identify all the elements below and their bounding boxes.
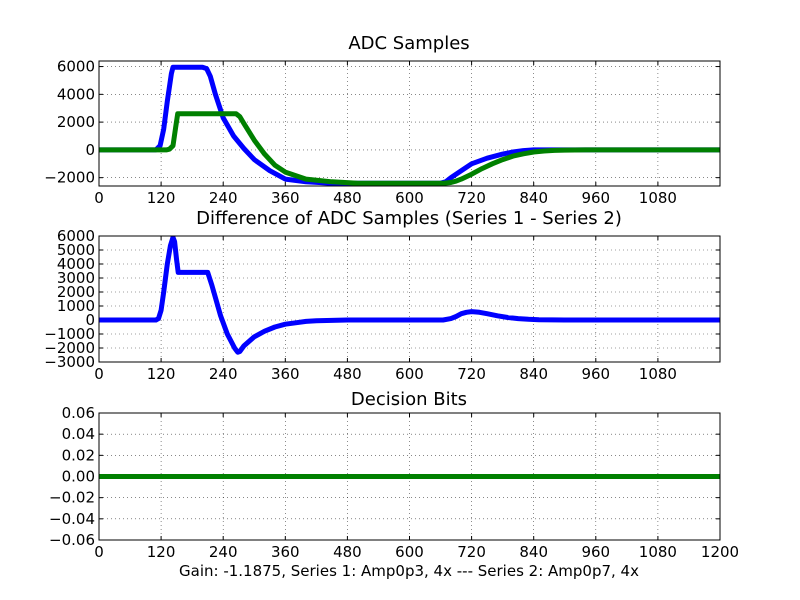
- difference-chart: Difference of ADC Samples (Series 1 - Se…: [44, 208, 721, 383]
- x-tick-label: 360: [271, 365, 300, 383]
- x-tick-label: 0: [94, 543, 104, 561]
- y-tick-label: 3000: [57, 269, 95, 287]
- series-line: [99, 64, 720, 186]
- y-tick-label: 0: [85, 141, 95, 159]
- plot-frame: [98, 60, 721, 187]
- series-line: [99, 236, 720, 355]
- x-tick-label: 840: [519, 365, 548, 383]
- x-tick-label: 360: [271, 543, 300, 561]
- x-tick-label: 600: [395, 189, 424, 207]
- chart-title: Decision Bits: [351, 389, 467, 410]
- x-tick-label: 360: [271, 189, 300, 207]
- x-tick-label: 960: [581, 189, 610, 207]
- y-tick-label: −1000: [44, 325, 95, 343]
- y-tick-label: 4000: [57, 255, 95, 273]
- plot-frame: [98, 235, 721, 363]
- y-tick-label: 0.02: [62, 446, 95, 464]
- x-tick-label: 240: [209, 189, 238, 207]
- y-tick-label: 4000: [57, 85, 95, 103]
- y-tick-label: −0.02: [49, 489, 95, 507]
- y-tick-label: 2000: [57, 283, 95, 301]
- x-tick-label: 1080: [639, 365, 677, 383]
- x-tick-label: 240: [209, 543, 238, 561]
- y-tick-label: −0.04: [49, 510, 95, 528]
- y-tick-label: −2000: [44, 339, 95, 357]
- x-tick-label: 1080: [639, 189, 677, 207]
- x-tick-label: 600: [395, 365, 424, 383]
- x-tick-label: 720: [457, 365, 486, 383]
- x-tick-label: 720: [457, 543, 486, 561]
- y-tick-label: −2000: [44, 169, 95, 187]
- x-tick-label: 720: [457, 189, 486, 207]
- y-tick-label: 0.04: [62, 425, 95, 443]
- y-tick-label: 0.06: [62, 404, 95, 422]
- plot-frame: [98, 412, 721, 541]
- y-tick-label: 6000: [57, 58, 95, 76]
- x-tick-label: 0: [94, 189, 104, 207]
- y-tick-label: 6000: [57, 227, 95, 245]
- x-tick-label: 960: [581, 365, 610, 383]
- x-axis-label: Gain: -1.1875, Series 1: Amp0p3, 4x --- …: [179, 562, 639, 580]
- x-tick-label: 480: [333, 365, 362, 383]
- x-tick-label: 480: [333, 543, 362, 561]
- x-tick-label: 1080: [639, 543, 677, 561]
- x-tick-label: 1200: [701, 543, 739, 561]
- y-tick-label: −0.06: [49, 531, 95, 549]
- x-tick-label: 120: [147, 543, 176, 561]
- adc-samples-chart: ADC Samples 0 120 240 360 480 600 720 840 960 108…: [44, 33, 721, 207]
- x-tick-label: 480: [333, 189, 362, 207]
- x-tick-label: 120: [147, 365, 176, 383]
- x-tick-label: 0: [94, 365, 104, 383]
- chart-title: Difference of ADC Samples (Series 1 - Se…: [196, 208, 622, 229]
- x-tick-label: 600: [395, 543, 424, 561]
- x-tick-label: 960: [581, 543, 610, 561]
- x-tick-label: 840: [519, 189, 548, 207]
- x-tick-label: 240: [209, 365, 238, 383]
- y-tick-label: 5000: [57, 241, 95, 259]
- y-tick-label: 0: [85, 311, 95, 329]
- x-tick-label: 120: [147, 189, 176, 207]
- grid-and-ticks: [98, 235, 720, 363]
- x-tick-label: 840: [519, 543, 548, 561]
- y-tick-label: −3000: [44, 353, 95, 371]
- y-tick-label: 0.00: [62, 468, 95, 486]
- chart-title: ADC Samples: [348, 33, 469, 54]
- series-line: [99, 111, 720, 186]
- y-tick-label: 1000: [57, 297, 95, 315]
- decision-bits-chart: Decision Bits 0 120 240 360 480 600 720 840 960 1…: [49, 389, 739, 561]
- y-tick-label: 2000: [57, 113, 95, 131]
